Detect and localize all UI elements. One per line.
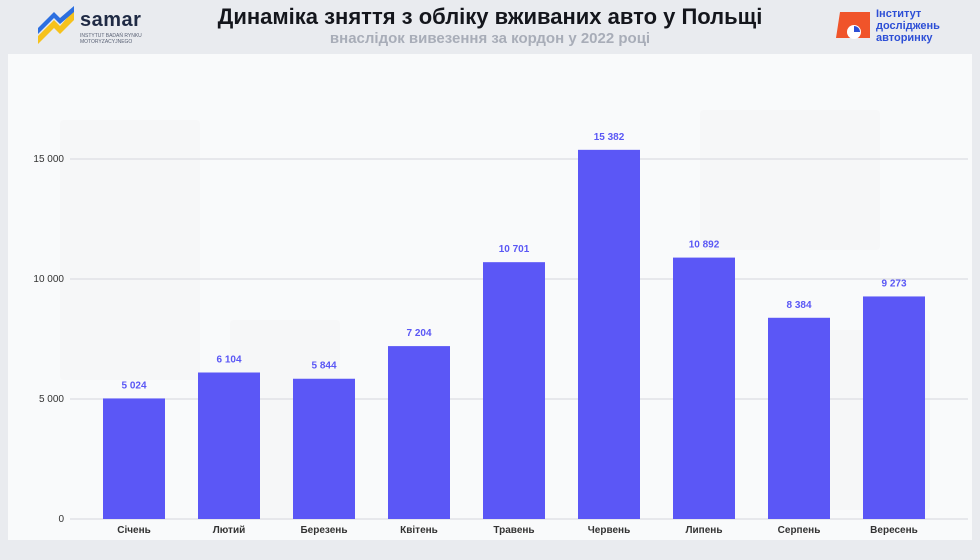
y-tick-label: 0 — [58, 514, 64, 525]
bar-value-label: 5 844 — [311, 361, 336, 372]
bar-value-label: 6 104 — [216, 355, 241, 366]
bar-value-label: 10 892 — [689, 240, 720, 251]
bar — [388, 346, 450, 519]
x-category-label: Лютий — [213, 525, 246, 536]
bar — [103, 398, 165, 519]
samar-logo-tagline: INSTYTUT BADAŃ RYNKU MOTORYZACYJNEGO — [80, 33, 142, 45]
bar-value-label: 15 382 — [594, 132, 625, 143]
header: samar INSTYTUT BADAŃ RYNKU MOTORYZACYJNE… — [0, 0, 980, 56]
x-category-label: Серпень — [778, 525, 821, 536]
x-category-label: Березень — [300, 525, 347, 536]
x-category-label: Січень — [117, 525, 151, 536]
iar-logo-text: Інститут досліджень авторинку — [876, 8, 966, 44]
bar-value-label: 10 701 — [499, 244, 530, 255]
x-category-label: Вересень — [870, 525, 918, 536]
iar-logo-line: Інститут — [876, 8, 922, 20]
bar — [768, 317, 830, 519]
chart-subtitle: внаслідок вивезення за кордон у 2022 роц… — [329, 30, 651, 47]
bar-value-label: 7 204 — [406, 328, 431, 339]
bar — [483, 262, 545, 519]
chart-title: Динаміка зняття з обліку вживаних авто у… — [217, 4, 763, 29]
bar — [198, 372, 260, 519]
x-category-label: Травень — [493, 525, 534, 536]
iar-logo-line: досліджень — [876, 20, 940, 32]
bar-chart: 0 5 000 10 000 15 000 5 024 Січень 6 104 Лютий 5… — [33, 132, 968, 536]
bar-value-label: 9 273 — [881, 278, 906, 289]
bar — [578, 149, 640, 519]
bar — [293, 378, 355, 519]
y-tick-label: 10 000 — [33, 274, 64, 285]
y-tick-label: 5 000 — [39, 394, 64, 405]
samar-logo-name: samar — [80, 9, 142, 31]
bar — [863, 296, 925, 519]
iar-logo[interactable]: Інститут досліджень авторинку — [834, 8, 964, 48]
x-category-label: Червень — [588, 525, 630, 536]
bar-value-label: 8 384 — [786, 300, 811, 311]
x-category-label: Квітень — [400, 525, 438, 536]
x-category-label: Липень — [686, 525, 723, 536]
samar-logo[interactable]: samar INSTYTUT BADAŃ RYNKU MOTORYZACYJNE… — [36, 6, 156, 48]
chart-panel: 0 5 000 10 000 15 000 5 024 Січень 6 104 Лютий 5… — [8, 54, 972, 540]
samar-logo-icon — [38, 6, 74, 44]
bar — [673, 257, 735, 519]
iar-logo-line: авторинку — [876, 32, 933, 44]
bar-value-label: 5 024 — [121, 380, 146, 391]
y-tick-label: 15 000 — [33, 154, 64, 165]
iar-logo-icon — [836, 12, 870, 39]
